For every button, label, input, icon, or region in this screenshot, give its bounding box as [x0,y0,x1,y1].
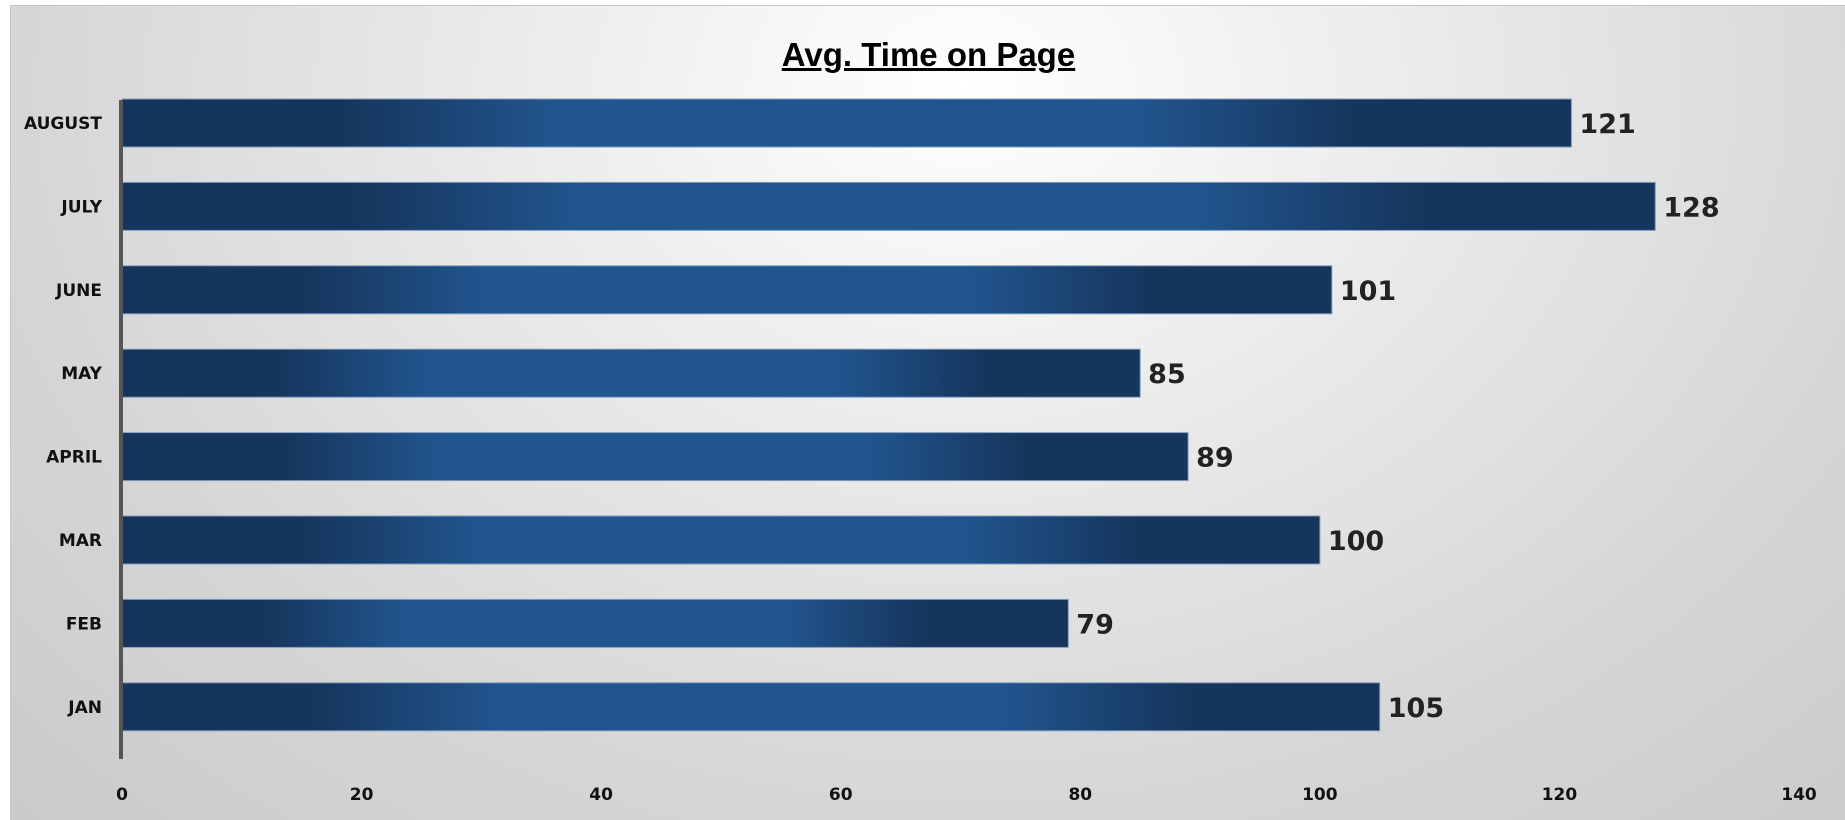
data-label-august: 121 [1579,109,1635,140]
bar-august [121,98,1572,148]
bar-june [121,265,1333,315]
x-tick-label-100: 100 [1302,785,1338,805]
data-label-jan: 105 [1388,693,1444,724]
chart-frame: Avg. Time on Page AUGUST 121 JULY 128 JUNE 10… [10,5,1845,820]
labels-layer: AUGUST 121 JULY 128 JUNE 101 MAY 85 APRIL 89 MAR 10… [24,109,1817,805]
data-label-may: 85 [1148,359,1186,390]
category-label-july: JULY [60,197,102,217]
bars-layer [121,98,1656,732]
x-tick-label-80: 80 [1068,785,1092,805]
category-label-jan: JAN [67,698,102,718]
category-label-april: APRIL [46,448,102,468]
data-label-feb: 79 [1076,609,1114,640]
category-label-mar: MAR [59,531,102,551]
chart-title: Avg. Time on Page [781,36,1076,73]
bar-mar [121,515,1321,565]
bar-feb [121,598,1069,648]
x-tick-label-40: 40 [589,785,613,805]
data-label-april: 89 [1196,443,1234,474]
bar-july [121,181,1656,231]
bar-chart: AUGUST 121 JULY 128 JUNE 101 MAY 85 APRIL 89 MAR 10… [24,98,1817,805]
category-label-june: JUNE [55,281,102,301]
x-tick-label-120: 120 [1542,785,1578,805]
x-tick-label-140: 140 [1781,785,1817,805]
x-tick-label-0: 0 [116,785,128,805]
bar-april [121,432,1189,482]
x-tick-label-20: 20 [350,785,374,805]
data-label-mar: 100 [1328,526,1384,557]
bar-jan [121,682,1381,732]
category-label-august: AUGUST [24,114,102,134]
category-label-feb: FEB [66,614,102,634]
bar-may [121,348,1141,398]
x-tick-label-60: 60 [829,785,853,805]
category-label-may: MAY [61,364,102,384]
data-label-june: 101 [1340,276,1396,307]
data-label-july: 128 [1663,192,1719,223]
